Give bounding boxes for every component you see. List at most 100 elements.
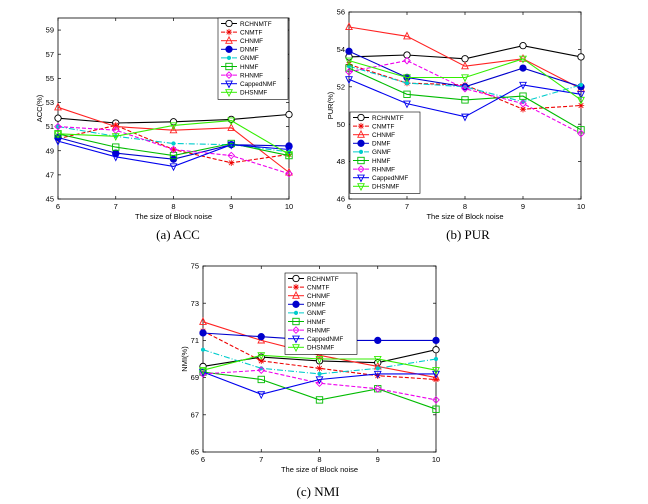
y-tick-label: 55 xyxy=(46,74,54,83)
series-line xyxy=(57,106,290,173)
data-point xyxy=(519,99,527,108)
legend-label: CNMTF xyxy=(240,29,262,36)
data-point xyxy=(461,74,469,83)
data-point xyxy=(432,376,440,383)
series-rhnmf xyxy=(54,122,293,178)
data-point xyxy=(169,125,178,134)
y-axis-label: PUR(%) xyxy=(326,91,335,119)
x-tick-label: 6 xyxy=(201,455,205,464)
series-line xyxy=(202,330,437,381)
legend-label: RHNMF xyxy=(240,72,263,79)
series-line xyxy=(57,133,290,157)
y-tick-label: 54 xyxy=(337,45,345,54)
figure-caption: (b) PUR xyxy=(446,227,490,242)
data-point xyxy=(403,31,411,40)
y-tick-label: 51 xyxy=(46,122,54,131)
legend-label: GNMF xyxy=(372,149,391,156)
y-tick-label: 56 xyxy=(337,8,345,17)
legend-marker xyxy=(292,290,300,299)
series-dhsnmf xyxy=(199,352,440,375)
data-point xyxy=(374,336,382,345)
legend-marker xyxy=(357,129,365,138)
data-point xyxy=(403,100,411,109)
data-point xyxy=(519,81,527,90)
legend-label: RHNMF xyxy=(307,327,330,334)
y-tick-label: 73 xyxy=(191,299,199,308)
series-line xyxy=(348,78,582,118)
x-tick-label: 10 xyxy=(285,202,293,211)
data-point xyxy=(169,163,178,172)
data-point xyxy=(315,379,324,388)
data-point xyxy=(54,122,62,131)
data-point xyxy=(111,121,120,130)
data-point xyxy=(403,90,411,98)
x-tick-label: 8 xyxy=(463,202,467,211)
series-rchnmtf xyxy=(345,42,585,63)
data-point xyxy=(285,151,293,160)
data-point xyxy=(316,365,323,372)
data-point xyxy=(403,51,411,59)
x-tick-label: 7 xyxy=(114,202,118,211)
legend-marker xyxy=(292,274,300,283)
y-tick-label: 46 xyxy=(337,195,345,204)
data-point xyxy=(577,96,585,105)
data-point xyxy=(519,92,527,100)
data-point xyxy=(461,113,469,122)
legend-marker xyxy=(293,310,299,315)
series-dhsnmf xyxy=(54,117,293,160)
figure-caption: (a) ACC xyxy=(156,227,200,242)
data-point xyxy=(577,53,585,61)
y-tick-label: 45 xyxy=(46,195,54,204)
data-point xyxy=(519,42,527,50)
x-axis-label: The size of Block noise xyxy=(281,465,358,474)
data-point xyxy=(345,68,353,76)
legend-label: CappedNMF xyxy=(372,175,408,182)
legend-marker xyxy=(292,326,300,334)
data-point xyxy=(461,55,469,63)
y-tick-label: 47 xyxy=(46,170,54,179)
data-point xyxy=(200,347,206,352)
data-point xyxy=(519,106,527,113)
data-point xyxy=(577,102,585,109)
series-line xyxy=(202,354,437,371)
y-tick-label: 50 xyxy=(337,120,345,129)
data-point xyxy=(432,367,440,375)
data-point xyxy=(285,169,293,178)
data-point xyxy=(432,336,440,345)
x-tick-label: 9 xyxy=(521,202,525,211)
legend-marker xyxy=(357,174,365,183)
x-tick-label: 6 xyxy=(347,202,351,211)
legend-label: DHSNMF xyxy=(307,345,334,352)
series-dhsnmf xyxy=(345,55,585,105)
x-tick-label: 10 xyxy=(577,202,585,211)
data-point xyxy=(257,333,265,341)
data-point xyxy=(285,110,293,119)
y-tick-label: 71 xyxy=(191,336,199,345)
legend-marker xyxy=(225,28,233,36)
y-tick-label: 52 xyxy=(337,82,345,91)
x-axis-label: The size of Block noise xyxy=(426,212,503,221)
legend-label: RCHNMTF xyxy=(240,21,272,28)
y-axis-label: NMI(%) xyxy=(180,346,189,372)
x-tick-label: 9 xyxy=(376,455,380,464)
legend-label: CHNMF xyxy=(307,293,330,300)
series-line xyxy=(202,371,436,395)
legend-label: DHSNMF xyxy=(372,184,399,191)
data-point xyxy=(199,367,207,375)
legend-label: DHSNMF xyxy=(240,90,267,97)
data-point xyxy=(375,366,380,371)
y-tick-label: 65 xyxy=(191,448,199,457)
legend-label: CHNMF xyxy=(372,132,395,139)
data-point xyxy=(199,316,207,325)
data-point xyxy=(432,372,440,381)
data-point xyxy=(169,122,178,131)
x-tick-label: 6 xyxy=(56,202,60,211)
data-point xyxy=(373,370,382,379)
y-tick-label: 48 xyxy=(337,157,345,166)
series-line xyxy=(348,58,582,101)
data-point xyxy=(111,133,120,142)
series-rchnmtf xyxy=(54,110,293,127)
data-point xyxy=(519,55,527,64)
